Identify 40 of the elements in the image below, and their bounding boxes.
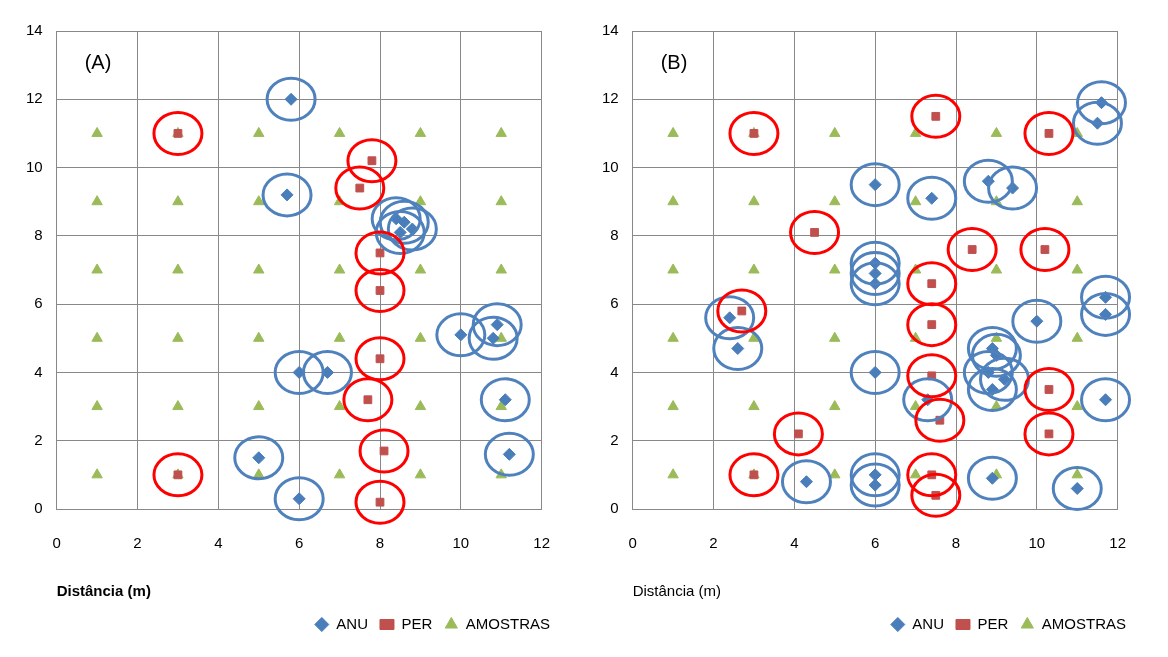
x-tick-label: 4 (214, 534, 223, 552)
x-tick-label: 12 (1109, 534, 1126, 552)
y-tick-label: 2 (610, 430, 619, 448)
annotation: (A) (84, 50, 112, 73)
legend-label: AMOSTRAS (1041, 614, 1127, 632)
x-axis-title: Distância (m) (56, 582, 151, 600)
y-tick-label: 6 (34, 294, 43, 312)
legend-label: AMOSTRAS (465, 614, 551, 632)
legend-label: PER (401, 614, 433, 632)
y-tick-label: 4 (34, 362, 43, 380)
x-tick-label: 0 (628, 534, 637, 552)
x-tick-label: 6 (295, 534, 304, 552)
x-tick-label: 0 (52, 534, 61, 552)
y-tick-label: 14 (602, 21, 619, 39)
x-axis-title: Distância (m) (632, 582, 722, 600)
y-tick-label: 0 (610, 499, 619, 517)
x-tick-label: 6 (871, 534, 880, 552)
y-tick-label: 12 (602, 89, 619, 107)
x-tick-label: 12 (533, 534, 550, 552)
y-tick-label: 6 (610, 294, 619, 312)
legend-label: PER (977, 614, 1009, 632)
x-tick-label: 4 (790, 534, 799, 552)
y-tick-label: 0 (34, 499, 43, 517)
legend-label: ANU (912, 614, 944, 632)
y-tick-label: 4 (610, 362, 619, 380)
y-tick-label: 8 (34, 226, 43, 243)
y-tick-label: 14 (26, 21, 43, 39)
x-tick-label: 10 (452, 534, 470, 552)
x-tick-label: 10 (1028, 534, 1046, 552)
x-tick-label: 8 (375, 534, 385, 552)
y-tick-label: 2 (34, 430, 43, 448)
y-tick-label: 10 (26, 157, 43, 175)
x-tick-label: 2 (133, 534, 142, 552)
annotation: (B) (660, 50, 688, 73)
y-tick-label: 12 (26, 89, 43, 107)
legend-label: ANU (336, 614, 368, 632)
y-tick-label: 10 (602, 157, 619, 175)
x-tick-label: 2 (709, 534, 718, 552)
x-tick-label: 8 (951, 534, 961, 552)
y-tick-label: 8 (610, 226, 619, 243)
